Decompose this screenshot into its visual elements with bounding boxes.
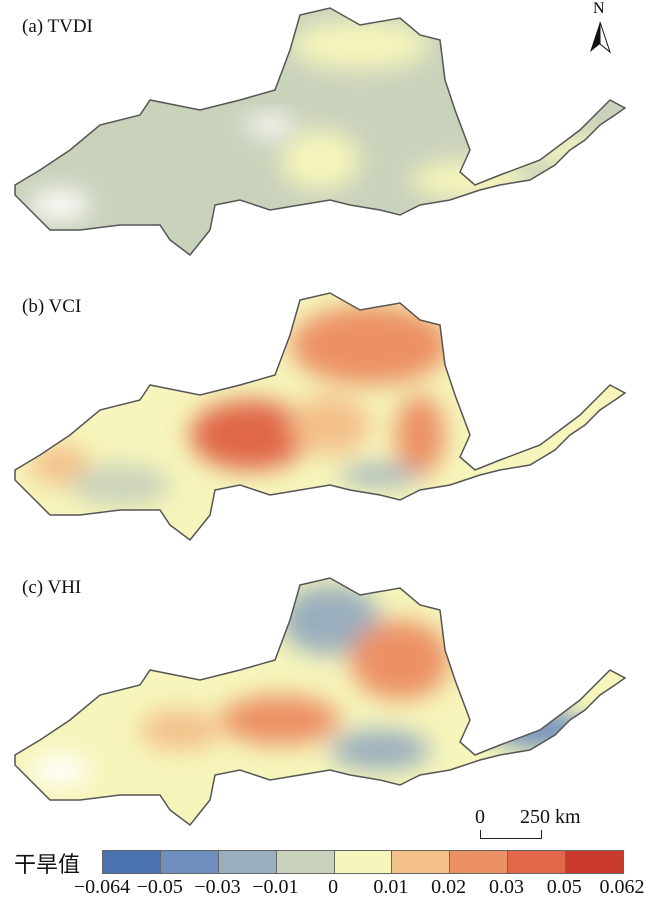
legend-tick: −0.01 xyxy=(252,876,299,898)
panel-label-c: (c) VHI xyxy=(22,577,82,598)
legend-swatch xyxy=(160,851,219,873)
scale-bar xyxy=(480,830,542,839)
legend-swatch xyxy=(334,851,393,873)
map-vci xyxy=(14,292,626,541)
legend-tick: 0.02 xyxy=(431,876,467,898)
legend-tick: 0.062 xyxy=(599,876,645,898)
north-label: N xyxy=(593,0,605,17)
legend-swatch xyxy=(276,851,335,873)
legend-title: 干旱值 xyxy=(14,853,81,878)
legend-swatch xyxy=(566,851,624,873)
legend-swatch xyxy=(450,851,509,873)
legend-tick: 0.01 xyxy=(373,876,409,898)
panel-label-b: (b) VCI xyxy=(22,296,82,317)
legend-colorbar xyxy=(102,850,624,874)
legend-tick: 0.05 xyxy=(546,876,582,898)
legend-swatch xyxy=(392,851,451,873)
legend-swatch xyxy=(508,851,567,873)
legend-swatch xyxy=(103,851,161,873)
legend-tick: 0 xyxy=(328,876,339,898)
legend-tick: 0.03 xyxy=(488,876,524,898)
legend-tick: −0.03 xyxy=(194,876,241,898)
map-vhi xyxy=(14,577,626,826)
legend-tick: −0.064 xyxy=(73,876,131,898)
legend-swatch xyxy=(218,851,277,873)
map-tvdi xyxy=(14,7,626,256)
legend-tick: −0.05 xyxy=(136,876,183,898)
scale-end: 250 km xyxy=(520,806,581,828)
north-arrow-icon xyxy=(590,21,612,54)
panel-label-a: (a) TVDI xyxy=(22,16,93,37)
scale-start: 0 xyxy=(475,806,485,828)
